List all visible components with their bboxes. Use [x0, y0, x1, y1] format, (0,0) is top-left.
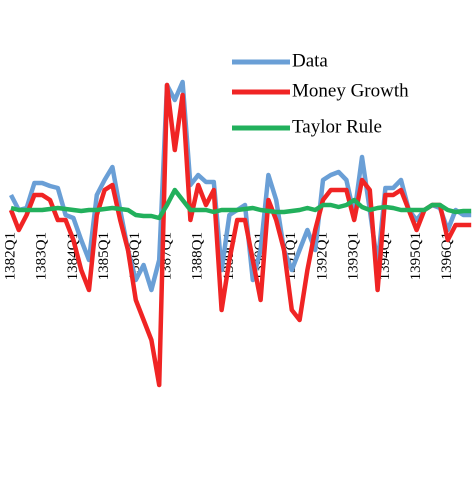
x-tick-label: 1384Q1 — [65, 232, 81, 280]
x-tick-label: 1388Q1 — [190, 232, 206, 280]
x-tick-label: 1382Q1 — [2, 232, 18, 280]
x-tick-label: 1393Q1 — [346, 232, 362, 280]
series-line — [8, 82, 472, 388]
plot-area: 1382Q1 1383Q1 1384Q1 1385Q1 1386Q1 1387Q1 1388… — [2, 79, 472, 388]
legend-label: Money Growth — [292, 80, 409, 101]
x-tick-label: 1383Q1 — [34, 232, 50, 280]
x-tick-label: 1392Q1 — [314, 232, 330, 280]
series-line — [10, 187, 472, 221]
legend: Data Money Growth Taylor Rule — [232, 50, 409, 137]
legend-label: Taylor Rule — [292, 116, 382, 137]
x-tick-label: 1396Q1 — [439, 232, 455, 280]
legend-label: Data — [292, 50, 328, 71]
x-tick-label: 1385Q1 — [96, 232, 112, 280]
x-tick-label: 1395Q1 — [408, 232, 424, 280]
